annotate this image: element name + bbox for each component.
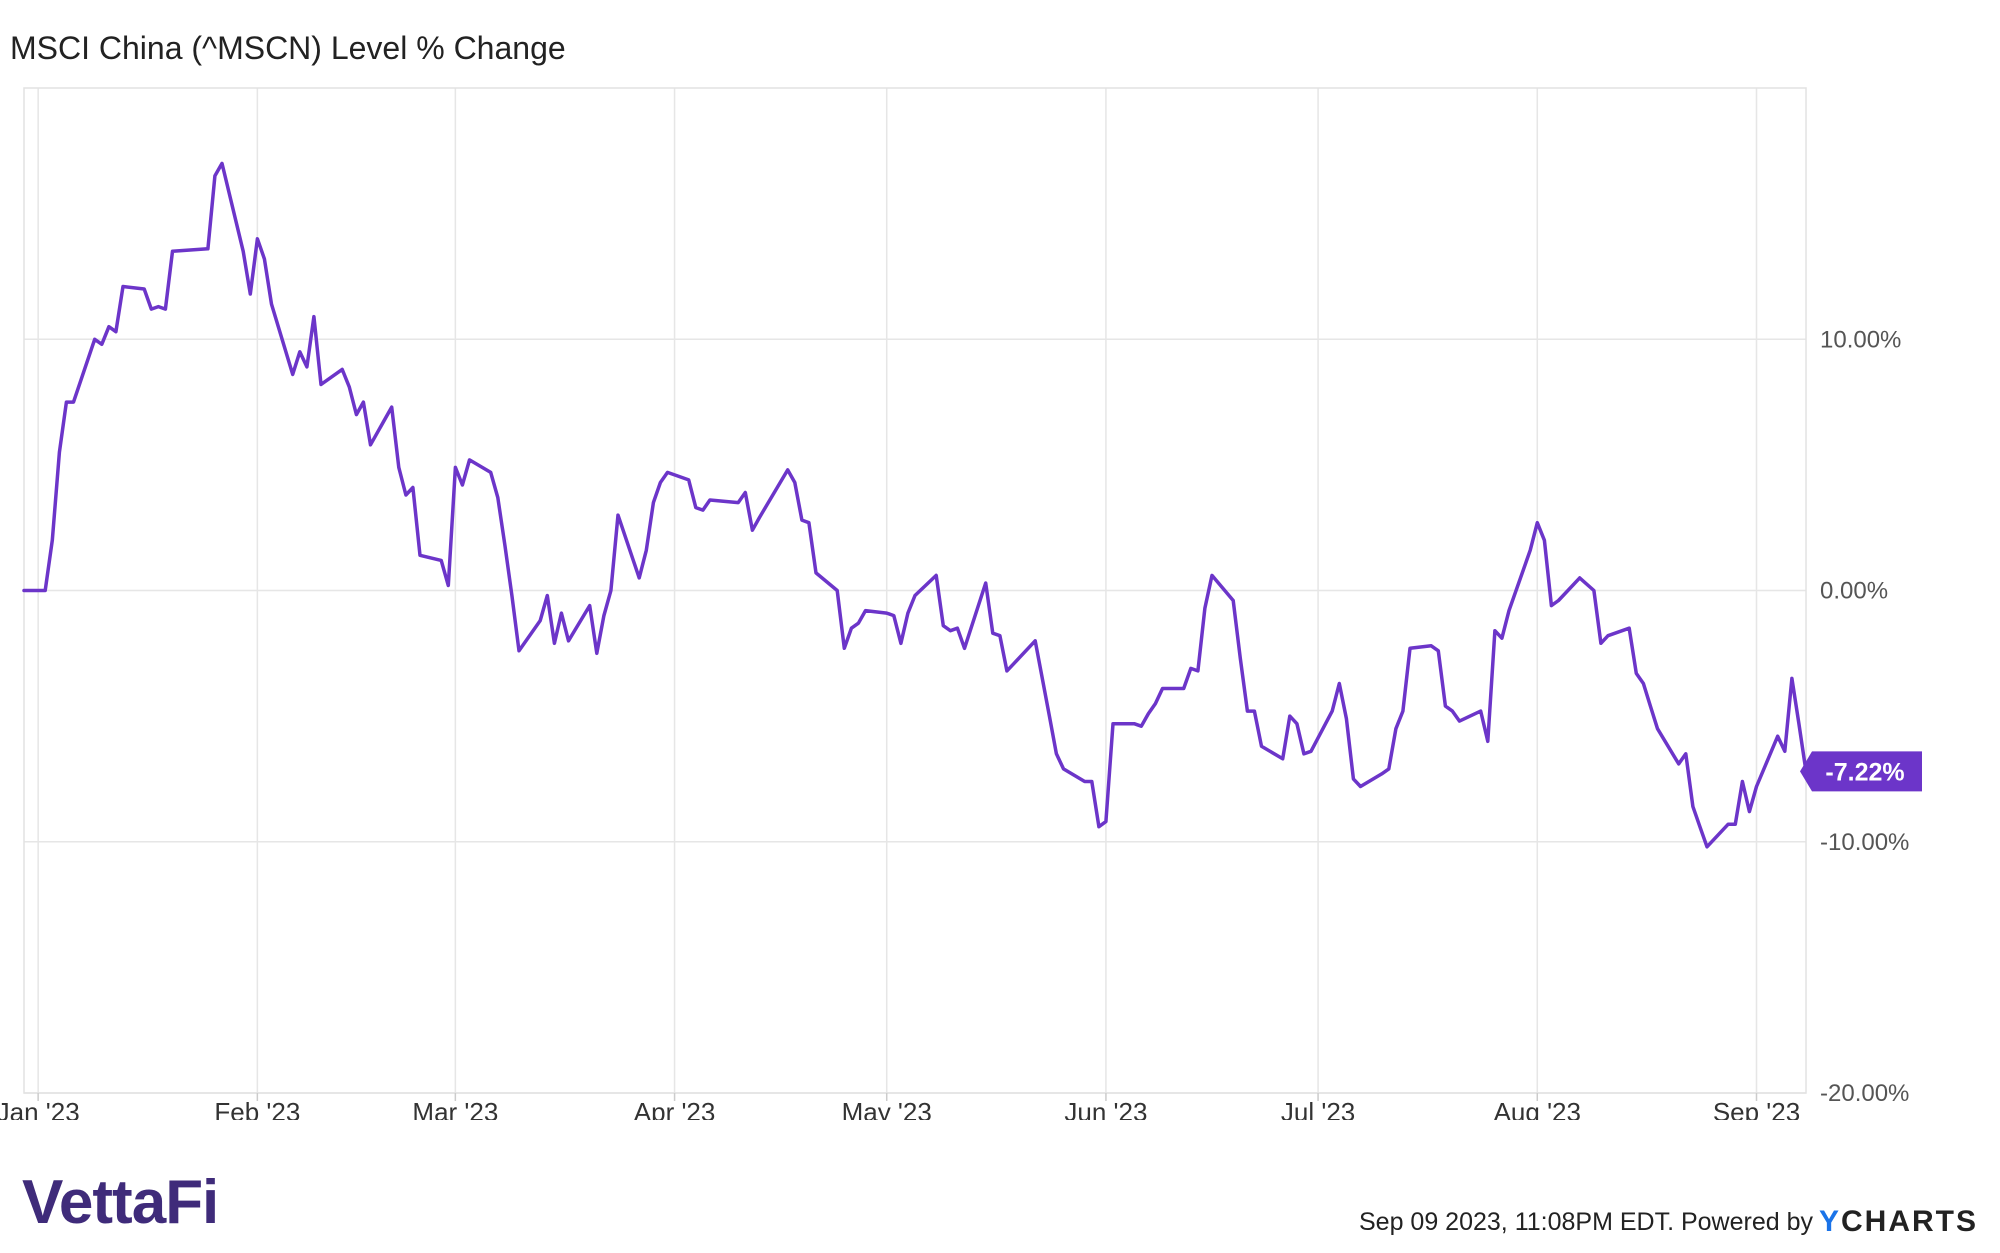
vettafi-logo: VettaFi bbox=[22, 1168, 219, 1238]
vettafi-logo-text: VettaFi bbox=[22, 1168, 219, 1237]
series-line bbox=[22, 161, 1808, 849]
ycharts-logo-rest: CHARTS bbox=[1841, 1205, 1978, 1238]
last-value-flag-bg bbox=[1800, 751, 1922, 792]
ycharts-logo: Y CHARTS bbox=[1819, 1205, 1978, 1239]
ycharts-logo-y: Y bbox=[1818, 1205, 1841, 1238]
x-tick-label: Mar '23 bbox=[412, 1097, 498, 1120]
timestamp-note: Sep 09 2023, 11:08PM EDT. Powered by bbox=[1359, 1207, 1813, 1236]
x-tick-label: Feb '23 bbox=[214, 1097, 300, 1120]
x-tick-label: Sep '23 bbox=[1713, 1097, 1800, 1120]
y-axis: 10.00% 0.00% -10.00% -20.00% bbox=[1820, 326, 1909, 1107]
y-tick-label: -20.00% bbox=[1820, 1080, 1909, 1107]
last-value-flag: -7.22% bbox=[1800, 751, 1922, 792]
x-tick-label: Jan '23 bbox=[0, 1097, 80, 1120]
x-tick-label: Aug '23 bbox=[1494, 1097, 1581, 1120]
chart-plot: 10.00% 0.00% -10.00% -20.00% Jan '23 Feb '23… bbox=[0, 87, 1922, 1120]
x-tick-label: May '23 bbox=[842, 1097, 932, 1120]
y-tick-label: -10.00% bbox=[1820, 829, 1909, 856]
x-axis: Jan '23 Feb '23 Mar '23 Apr '23 May '23 Jun '… bbox=[0, 1093, 1800, 1120]
last-value-label: -7.22% bbox=[1825, 758, 1904, 786]
y-tick-label: 10.00% bbox=[1820, 326, 1901, 353]
footer: Sep 09 2023, 11:08PM EDT. Powered by Y CH… bbox=[1359, 1205, 1978, 1239]
y-tick-label: 0.00% bbox=[1820, 578, 1888, 605]
grid-lines bbox=[24, 88, 1806, 1094]
x-tick-label: Jun '23 bbox=[1064, 1097, 1147, 1120]
x-tick-label: Apr '23 bbox=[634, 1097, 716, 1120]
chart-title: MSCI China (^MSCN) Level % Change bbox=[10, 30, 566, 66]
x-tick-label: Jul '23 bbox=[1281, 1097, 1355, 1120]
